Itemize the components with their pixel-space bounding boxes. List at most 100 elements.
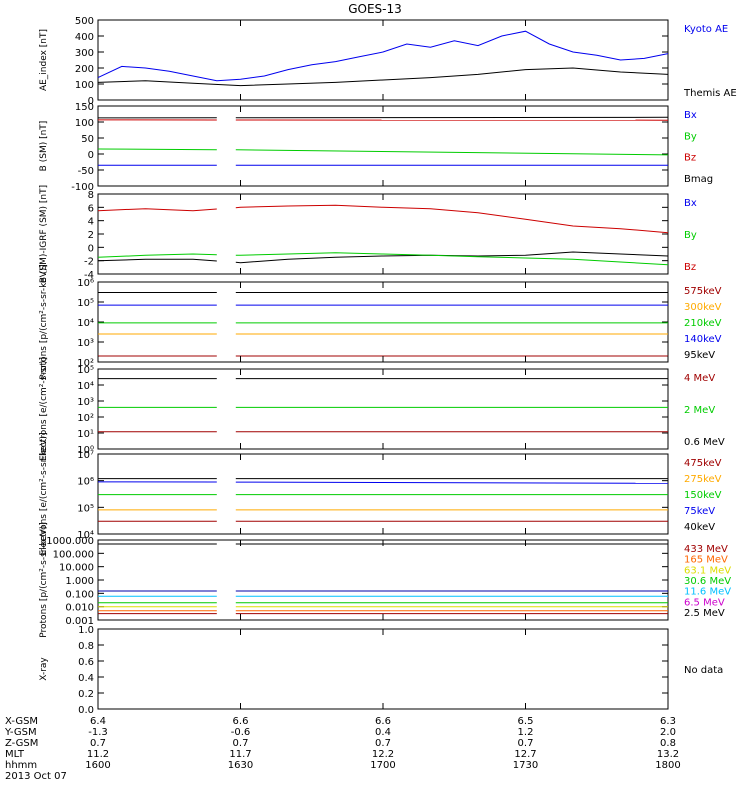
series-line [235,481,669,484]
y-tick-label: 10² [77,413,94,424]
panel-frame [97,539,669,621]
legend-entry: Bz [684,262,696,273]
series-line [235,252,669,266]
ephemeris-value: 12.2 [372,749,394,760]
legend-entry: 6.5 MeV [684,597,725,608]
y-tick-label: 0.001 [65,616,94,627]
legend-entry: 300keV [684,302,722,313]
ephemeris-value: 2.0 [660,727,676,738]
y-axis-label: Protons [p/(cm²-s-sr-keV)] [39,522,49,638]
y-tick-label: 4 [88,217,94,228]
legend-entry: 140keV [684,334,722,345]
panel-5: 10⁵ 10⁴ 10³ 10² 10¹ 10⁰ Electrons [e/(cm²-s-sr… [39,357,725,461]
ephemeris-row-label: Y-GSM [4,727,37,738]
y-tick-label: 10⁵ [77,365,94,376]
y-axis-label: Protons [p/(cm²-s-sr-keV)] [39,264,49,380]
panel-3: 8 6 4 2 0 -2 -4 B (SM)-IGRF (SM) [nT] Bx By Bz [39,185,697,283]
ephemeris-value: 12.7 [514,749,536,760]
legend-entry: 0.6 MeV [684,437,725,448]
y-tick-label: 100 [75,118,94,129]
y-tick-label: 0 [88,150,94,161]
ephemeris-value: 0.7 [90,738,106,749]
ephemeris-row-label: 2013 Oct 07 [5,771,67,782]
legend-entry: Kyoto AE [684,24,728,35]
y-axis-label: X-ray [39,657,49,681]
ephemeris-value: 0.7 [518,738,534,749]
ephemeris-row-label: MLT [5,749,25,760]
ephemeris-value: 1630 [228,760,253,771]
panel-6: 10⁷ 10⁶ 10⁵ 10⁴ Electrons [e/(cm²-s-sr-keV)]… [39,432,722,555]
ephemeris-value: 0.4 [375,727,391,738]
y-tick-label: -2 [84,257,94,268]
ephemeris-value: 1730 [513,760,538,771]
y-tick-label: 400 [75,32,94,43]
series-line [97,30,669,82]
legend-entry: 275keV [684,474,722,485]
legend-entry: 4 MeV [684,373,715,384]
ephemeris-value: 0.8 [660,738,676,749]
ephemeris-value: 6.6 [375,716,391,727]
legend-entry: No data [684,665,723,676]
y-tick-label: 500 [75,16,94,27]
y-tick-label: 8 [88,190,94,201]
ephemeris-value: 1700 [370,760,395,771]
ephemeris-value: 13.2 [657,749,679,760]
y-tick-label: 10⁶ [77,278,94,289]
legend-entry: 150keV [684,490,722,501]
y-tick-label: 1.0 [78,625,94,636]
series-line [97,253,217,258]
legend-entry: 40keV [684,522,715,533]
legend-entry: By [684,230,697,241]
legend-entry: 475keV [684,458,722,469]
ephemeris-value: -0.6 [231,727,251,738]
y-tick-label: 10⁴ [77,530,94,541]
ephemeris-value: -1.3 [88,727,108,738]
legend-entry: By [684,131,697,142]
ephemeris-row-label: Z-GSM [5,738,38,749]
legend-entry: 2.5 MeV [684,608,725,619]
ephemeris-value: 0.7 [375,738,391,749]
legend-entry: Bx [684,110,697,121]
legend-entry: 75keV [684,506,715,517]
y-tick-label: 100.000 [53,549,94,560]
series-line [235,149,669,156]
y-tick-label: -50 [78,166,94,177]
legend-entry: Bmag [684,174,713,185]
legend-entry: 210keV [684,318,722,329]
legend-entry: 433 MeV [684,544,728,555]
y-tick-label: 2 [88,230,94,241]
panel-frame [97,193,669,275]
ephemeris-value: 11.7 [229,749,251,760]
y-tick-label: 100 [75,80,94,91]
ephemeris-value: 11.2 [87,749,109,760]
legend-entry: 30.6 MeV [684,576,731,587]
panel-frame [97,281,669,363]
legend-entry: Bx [684,198,697,209]
panel-1: 500 400 300 200 100 0 AE_index [nT] Kyoto AE The… [39,16,737,107]
y-tick-label: 10² [77,358,94,369]
legend-entry: 63.1 MeV [684,565,731,576]
y-tick-label: 0 [88,96,94,107]
page-title: GOES-13 [348,2,402,16]
panel-8: 1.0 0.8 0.6 0.4 0.2 0.0 X-ray No data [39,625,723,716]
legend-entry: 165 MeV [684,555,728,566]
y-tick-label: 0.010 [65,603,94,614]
ephemeris-value: 6.5 [518,716,534,727]
y-tick-label: 10¹ [77,429,94,440]
series-line [97,208,217,212]
panel-4: 10⁶ 10⁵ 10⁴ 10³ 10² Protons [p/(cm²-s-sr-keV)… [39,264,722,380]
y-tick-label: 10⁵ [77,503,94,514]
ephemeris-value: 6.4 [90,716,106,727]
series-line [235,204,669,234]
series-line [97,148,217,151]
ephemeris-value: 6.6 [233,716,249,727]
y-tick-label: 10.000 [59,563,94,574]
ephemeris-row-label: hhmm [5,760,37,771]
y-tick-label: 0.100 [65,589,94,600]
ephemeris-row-label: X-GSM [5,716,38,727]
ephemeris-value: 6.3 [660,716,676,727]
ephemeris-value: 1600 [85,760,110,771]
y-axis-label: B (SM) [nT] [39,121,49,172]
y-tick-label: 10⁵ [77,298,94,309]
